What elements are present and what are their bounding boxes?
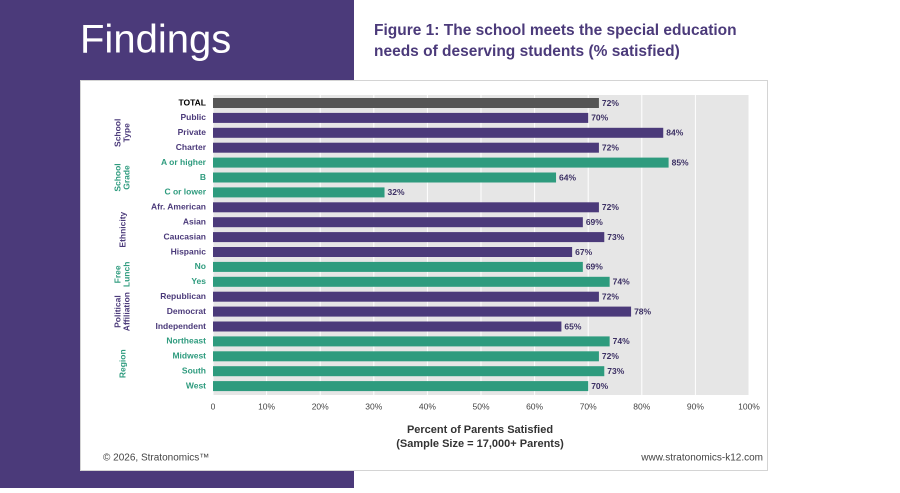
group-label-line: Affiliation: [122, 292, 132, 331]
value-label: 84%: [666, 128, 683, 138]
bar: [213, 336, 610, 347]
bar: [213, 187, 385, 198]
x-tick-label: 90%: [687, 401, 704, 411]
group-label: PoliticalAffiliation: [113, 292, 132, 331]
value-label: 73%: [607, 232, 624, 242]
value-label: 78%: [634, 306, 651, 316]
category-label: Charter: [176, 142, 207, 152]
group-label: Ethnicity: [117, 211, 127, 247]
category-label: Private: [178, 127, 207, 137]
group-label-line: School: [113, 163, 123, 191]
category-label: Afr. American: [151, 202, 206, 212]
x-axis-label: (Sample Size = 17,000+ Parents): [396, 438, 564, 450]
x-tick-label: 100%: [738, 401, 760, 411]
bar: [213, 247, 573, 257]
category-label: South: [182, 365, 206, 375]
value-label: 72%: [602, 291, 619, 301]
x-tick-label: 30%: [365, 401, 382, 411]
category-label: B: [200, 172, 206, 182]
group-label: FreeLunch: [113, 262, 132, 288]
value-label: 74%: [613, 336, 630, 346]
category-label: Northeast: [166, 336, 206, 346]
category-label: C or lower: [164, 187, 206, 197]
group-label-line: Political: [113, 295, 123, 328]
group-label: Region: [117, 349, 127, 378]
value-label: 72%: [602, 202, 619, 212]
group-label-line: Type: [122, 123, 132, 142]
x-tick-label: 70%: [580, 401, 597, 411]
value-label: 65%: [564, 321, 581, 331]
group-label: SchoolGrade: [113, 163, 132, 191]
category-label: Republican: [160, 291, 206, 301]
category-label: TOTAL: [178, 97, 206, 107]
category-label: Asian: [183, 216, 206, 226]
copyright: © 2026, Stratonomics™: [103, 453, 209, 464]
bar: [213, 321, 562, 332]
category-label: Caucasian: [163, 231, 206, 241]
x-tick-label: 80%: [633, 401, 650, 411]
x-tick-label: 50%: [472, 401, 489, 411]
value-label: 69%: [586, 217, 603, 227]
bar: [213, 202, 599, 213]
value-label: 70%: [591, 113, 608, 123]
category-label: A or higher: [161, 157, 207, 167]
category-label: Hispanic: [171, 246, 207, 256]
value-label: 64%: [559, 172, 576, 182]
category-label: Midwest: [172, 351, 206, 361]
x-tick-label: 20%: [312, 401, 329, 411]
category-label: No: [195, 261, 206, 271]
bar: [213, 381, 589, 392]
bar: [213, 232, 605, 243]
value-label: 72%: [602, 351, 619, 361]
x-tick-label: 40%: [419, 401, 436, 411]
bar: [213, 112, 589, 123]
bar: [213, 98, 599, 108]
category-label: Independent: [155, 321, 206, 331]
bar: [213, 142, 599, 153]
value-label: 72%: [602, 142, 619, 152]
chart-title: needs of deserving students (% satisfied…: [374, 43, 680, 60]
heading: Findings: [80, 18, 231, 62]
bar: [213, 291, 599, 302]
bar: [213, 172, 557, 183]
x-tick-label: 60%: [526, 401, 543, 411]
bar: [213, 351, 599, 362]
bar: [213, 217, 583, 228]
value-label: 69%: [586, 262, 603, 272]
x-tick-label: 0: [211, 401, 216, 411]
category-label: Yes: [191, 276, 206, 286]
bar: [213, 127, 664, 138]
value-label: 74%: [613, 277, 630, 287]
group-label-line: Free: [113, 265, 123, 283]
value-label: 85%: [672, 157, 689, 167]
group-label: SchoolType: [113, 119, 132, 147]
x-tick-label: 10%: [258, 401, 275, 411]
category-label: West: [186, 380, 206, 390]
category-label: Democrat: [167, 306, 206, 316]
bar: [213, 261, 583, 272]
bar: [213, 276, 610, 287]
value-label: 70%: [591, 381, 608, 391]
group-label-line: Lunch: [122, 262, 132, 288]
bar: [213, 366, 605, 377]
value-label: 72%: [602, 98, 619, 108]
category-label: Public: [180, 112, 206, 122]
group-label-line: Grade: [122, 165, 132, 190]
value-label: 32%: [388, 187, 405, 197]
value-label: 73%: [607, 366, 624, 376]
plot: 0 10% 20% 30% 40% 50% 60% 70% 80% 90% 100% TOTAL 72%…: [113, 95, 760, 411]
bar: [213, 306, 632, 317]
x-axis-label: Percent of Parents Satisfied: [407, 424, 553, 436]
value-label: 67%: [575, 247, 592, 257]
website-link: www.stratonomics-k12.com: [640, 453, 763, 464]
group-label-line: School: [113, 119, 123, 147]
bar: [213, 157, 669, 168]
chart-title: Figure 1: The school meets the special e…: [374, 22, 737, 39]
